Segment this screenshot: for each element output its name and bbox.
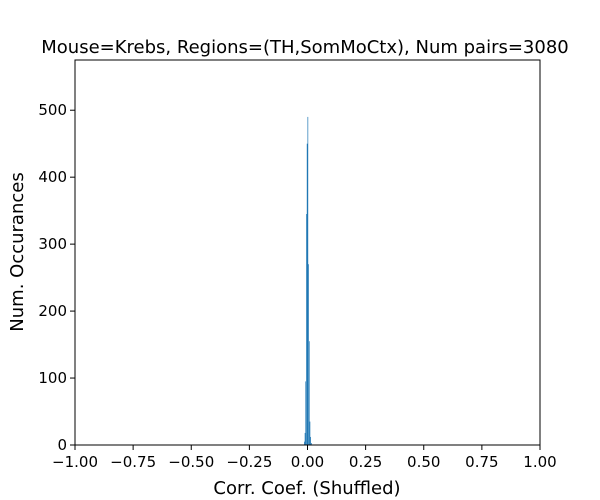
histogram-bar — [310, 436, 311, 445]
y-axis-label: Num. Occurances — [7, 172, 28, 331]
y-tick-label: 200 — [38, 302, 67, 320]
histogram-bars — [304, 116, 312, 446]
y-tick-label: 100 — [38, 369, 67, 387]
chart-title: Mouse=Krebs, Regions=(TH,SomMoCtx), Num … — [41, 37, 568, 58]
x-tick-label: 0.75 — [465, 453, 498, 471]
histogram-bar — [310, 442, 312, 445]
y-axis-ticks: 0 100 200 300 400 500 — [38, 101, 75, 454]
x-tick-label: −0.25 — [226, 453, 272, 471]
histogram-bar — [306, 143, 308, 445]
histogram-bar — [304, 432, 306, 445]
y-tick-label: 0 — [57, 436, 67, 454]
x-tick-label: 0.25 — [349, 453, 382, 471]
histogram-bar — [307, 116, 309, 446]
x-axis-ticks: −1.00 −0.75 −0.50 −0.25 0.00 0.25 0.50 0.75 1.00 — [52, 445, 557, 471]
x-tick-label: −1.00 — [52, 453, 98, 471]
x-axis-label: Corr. Coef. (Shuffled) — [213, 478, 400, 499]
x-tick-label: −0.75 — [110, 453, 156, 471]
x-tick-label: −0.50 — [168, 453, 214, 471]
histogram-bar — [309, 421, 311, 445]
x-tick-label: 0.00 — [291, 453, 324, 471]
histogram-bar — [308, 264, 309, 445]
y-tick-label: 400 — [38, 168, 67, 186]
histogram-bar — [304, 441, 305, 445]
histogram-bar — [306, 214, 307, 445]
x-tick-label: 1.00 — [523, 453, 556, 471]
histogram-bar — [305, 381, 307, 445]
x-tick-label: 0.50 — [407, 453, 440, 471]
plot-frame — [74, 59, 541, 446]
y-tick-label: 500 — [38, 101, 67, 119]
histogram-bar — [308, 341, 310, 445]
y-tick-label: 300 — [38, 235, 67, 253]
